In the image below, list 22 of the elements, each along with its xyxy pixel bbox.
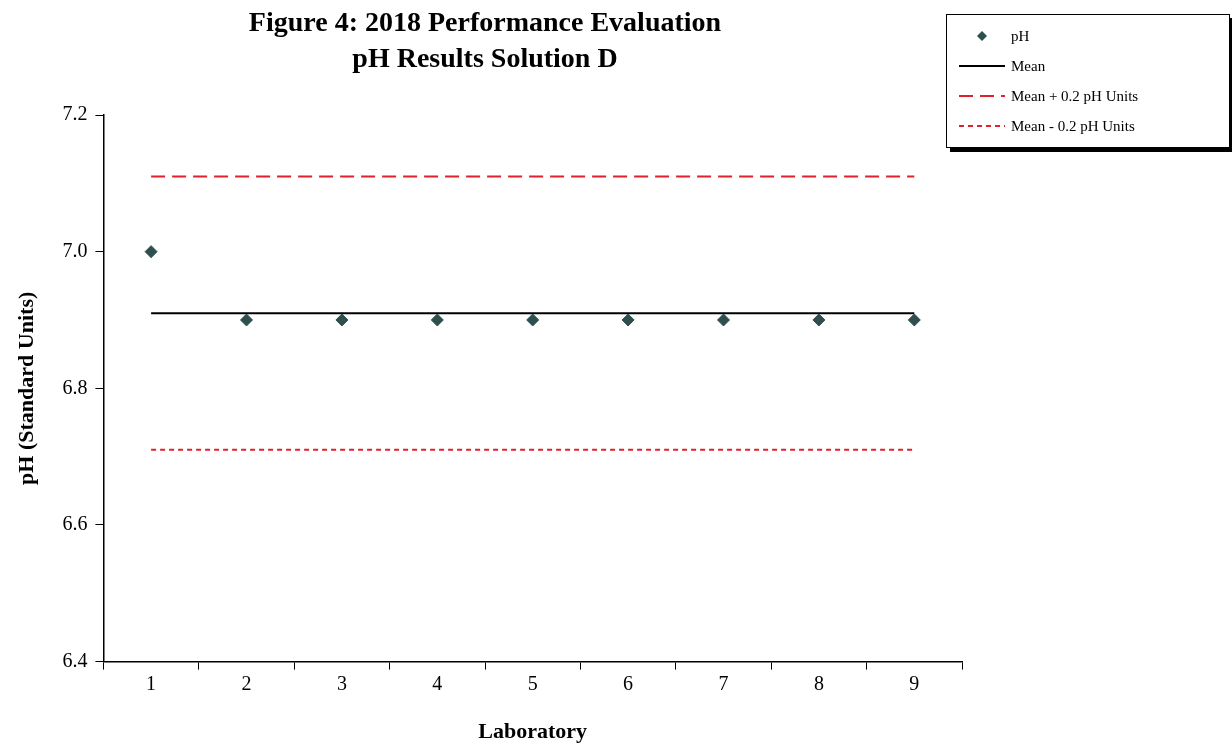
- y-tick-label: 7.2: [62, 102, 88, 125]
- x-tick-label: 2: [241, 671, 252, 694]
- legend-label: Mean + 0.2 pH Units: [1011, 87, 1139, 105]
- x-tick-label: 4: [432, 671, 443, 694]
- x-axis-title: Laboratory: [478, 718, 588, 744]
- x-tick-label: 7: [718, 671, 729, 694]
- x-tick-label: 1: [146, 671, 157, 694]
- x-tick-label: 3: [336, 671, 347, 694]
- y-tick-label: 6.6: [62, 512, 88, 535]
- chart-title: Figure 4: 2018 Performance Evaluation: [247, 5, 723, 39]
- x-tick-label: 6: [623, 671, 634, 694]
- y-tick-label: 7.0: [62, 238, 88, 261]
- legend-label: Mean - 0.2 pH Units: [1011, 117, 1135, 135]
- y-tick-label: 6.4: [62, 648, 88, 671]
- legend-label: Mean: [1011, 57, 1046, 75]
- y-axis-title: pH (Standard Units): [12, 291, 38, 485]
- chart-subtitle: pH Results Solution D: [351, 41, 619, 75]
- x-tick-label: 9: [909, 671, 920, 694]
- y-tick-label: 6.8: [62, 375, 88, 398]
- x-tick-label: 8: [813, 671, 824, 694]
- legend-label: pH: [1011, 27, 1030, 45]
- x-tick-label: 5: [527, 671, 538, 694]
